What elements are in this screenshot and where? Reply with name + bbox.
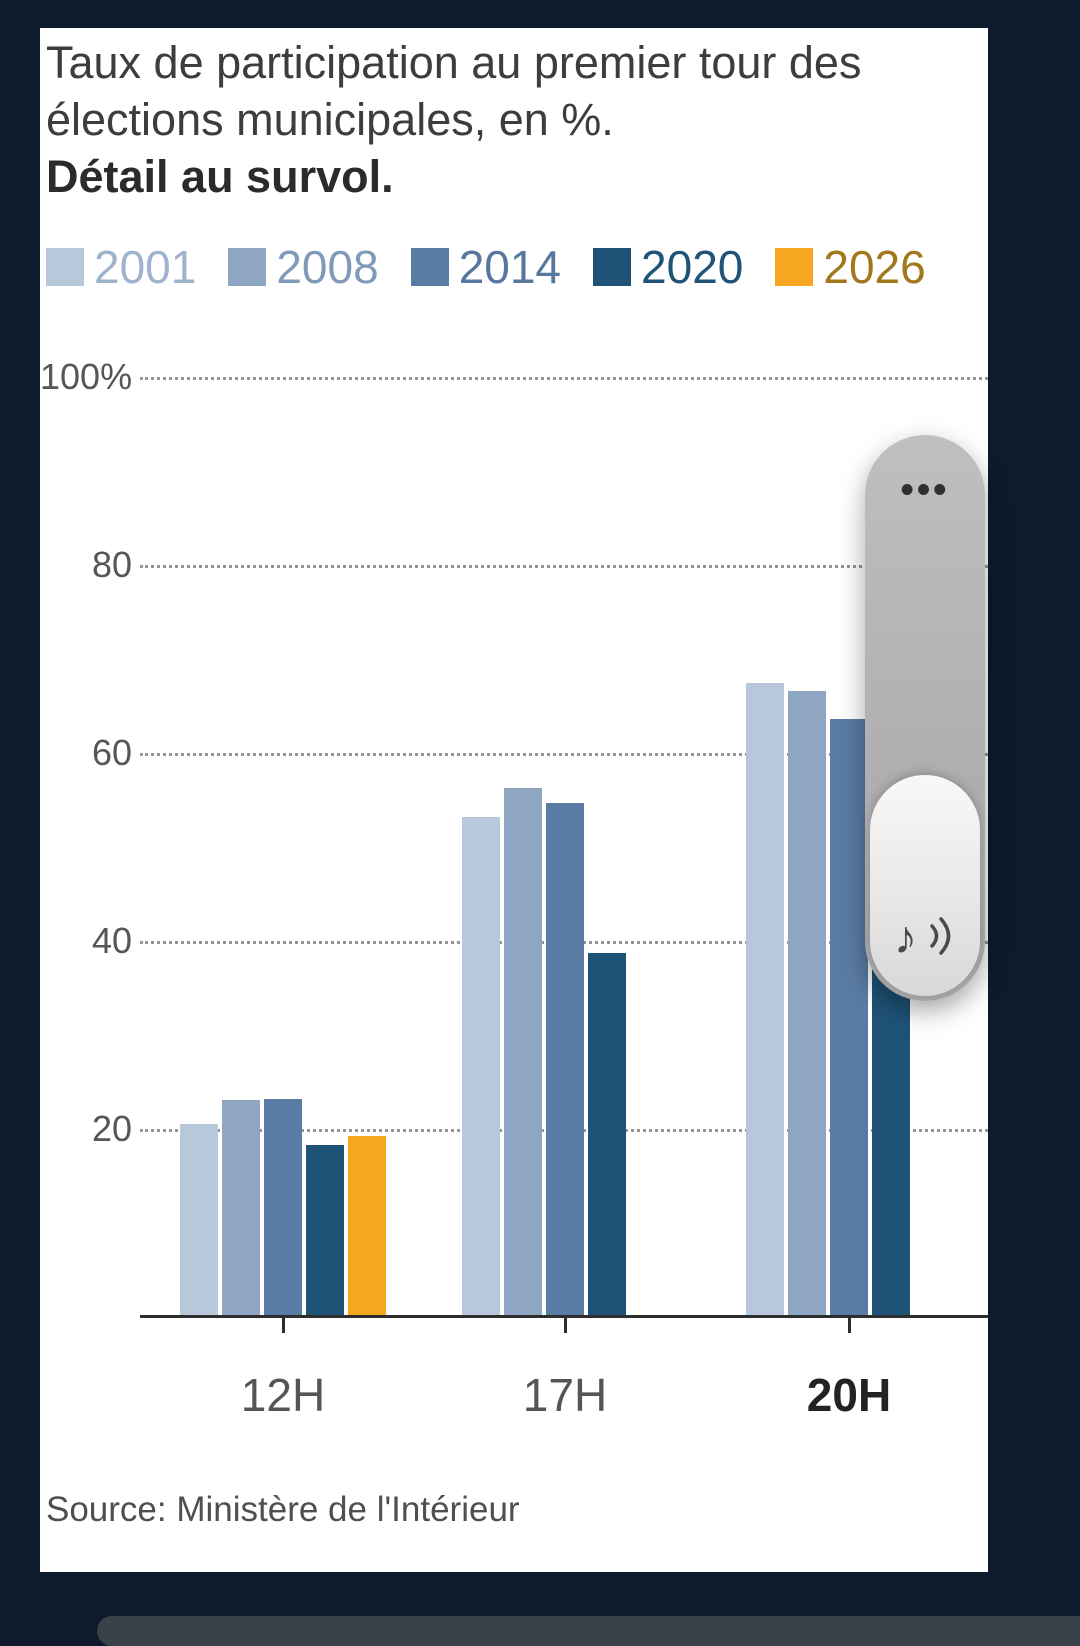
- y-axis-label-100: 100%: [40, 356, 133, 397]
- bar-2001-17H[interactable]: [462, 816, 500, 1318]
- x-axis-label-17H: 17H: [522, 1369, 608, 1421]
- bar-2026-12H[interactable]: [348, 1135, 386, 1318]
- bar-2020-17H[interactable]: [588, 953, 626, 1318]
- y-axis-label-40: 40: [91, 920, 132, 961]
- legend-label-2020: 2020: [641, 241, 744, 293]
- legend-label-2026: 2026: [823, 241, 926, 293]
- bar-2008-12H[interactable]: [222, 1099, 260, 1318]
- plot-area: [140, 377, 988, 1333]
- chart-title: Taux de participation au premier tour de…: [46, 34, 948, 205]
- legend: 2001 2008 2014 2020 2026: [46, 240, 926, 294]
- source-note: Source: Ministère de l'Intérieur: [46, 1490, 520, 1529]
- music-note-icon: ♪: [892, 907, 958, 970]
- bar-2008-20H[interactable]: [788, 691, 826, 1318]
- bar-2001-20H[interactable]: [746, 682, 784, 1318]
- gridline-100: [140, 377, 988, 380]
- legend-item-2014: 2014: [410, 240, 562, 294]
- sonification-button[interactable]: ♪: [870, 775, 980, 996]
- legend-swatch-2001: [46, 248, 84, 286]
- legend-label-2001: 2001: [94, 241, 197, 293]
- legend-label-2014: 2014: [458, 241, 562, 293]
- audio-widget[interactable]: ••• ♪: [865, 435, 985, 1001]
- bar-2014-20H[interactable]: [830, 719, 868, 1318]
- x-axis-line: [140, 1315, 988, 1318]
- legend-item-2026: 2026: [775, 240, 926, 294]
- bar-2020-12H[interactable]: [306, 1145, 344, 1318]
- y-axis-label-80: 80: [91, 544, 132, 585]
- svg-text:♪: ♪: [894, 911, 917, 963]
- gridline-60: [140, 753, 988, 756]
- y-axis-label-60: 60: [91, 732, 132, 773]
- chart-card: Taux de participation au premier tour de…: [40, 28, 988, 1572]
- x-axis-label-12H: 12H: [240, 1369, 326, 1421]
- legend-swatch-2026: [775, 248, 814, 286]
- y-axis-label-20: 20: [91, 1108, 132, 1149]
- more-options-icon[interactable]: •••: [900, 469, 950, 511]
- legend-item-2001: 2001: [46, 240, 196, 294]
- bar-2008-17H[interactable]: [504, 787, 542, 1318]
- x-axis-tick-17H: [564, 1318, 567, 1333]
- chart-subtitle: Détail au survol.: [46, 151, 394, 202]
- legend-item-2020: 2020: [593, 240, 743, 294]
- x-axis-tick-20H: [848, 1318, 851, 1333]
- chart-title-text: Taux de participation au premier tour de…: [46, 37, 862, 145]
- gridline-80: [140, 565, 988, 568]
- legend-label-2008: 2008: [276, 241, 379, 293]
- x-axis-label-20H: 20H: [806, 1369, 892, 1421]
- bar-2014-12H[interactable]: [264, 1098, 302, 1318]
- bar-2014-17H[interactable]: [546, 802, 584, 1318]
- legend-swatch-2014: [410, 248, 449, 286]
- x-axis-tick-12H: [282, 1318, 285, 1333]
- legend-swatch-2008: [228, 248, 267, 286]
- legend-item-2008: 2008: [228, 240, 379, 294]
- bottom-bar[interactable]: [97, 1616, 1080, 1646]
- legend-swatch-2020: [593, 248, 632, 286]
- bar-2001-12H[interactable]: [180, 1124, 218, 1318]
